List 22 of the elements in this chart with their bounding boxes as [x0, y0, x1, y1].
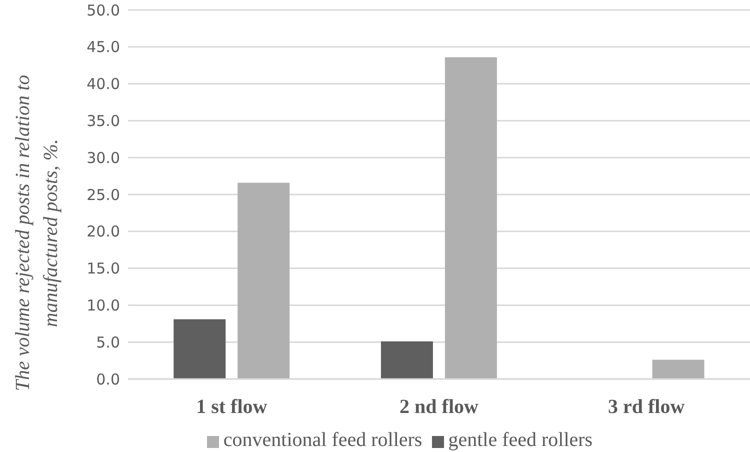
legend-label: conventional feed rollers [223, 429, 422, 451]
y-tick-label: 20.0 [86, 222, 120, 241]
y-tick-label: 0.0 [96, 370, 120, 388]
bar [652, 360, 704, 379]
y-axis-title: The volume rejected posts in relation to manufactured posts, %. [11, 74, 63, 394]
bar [444, 57, 497, 379]
y-tick-label: 35.0 [86, 112, 120, 130]
y-tick-label: 5.0 [96, 333, 120, 352]
y-tick-label: 40.0 [86, 75, 120, 94]
x-tick-label: 1 st flow [196, 396, 268, 418]
y-tick-label: 50.0 [86, 1, 120, 20]
x-tick-label: 3 rd flow [608, 396, 686, 418]
x-tick-label: 2 nd flow [400, 396, 480, 418]
bar [174, 319, 226, 379]
y-tick-label: 15.0 [86, 260, 120, 278]
bar [380, 341, 433, 379]
y-tick-label: 10.0 [86, 296, 120, 315]
bar [238, 182, 290, 379]
y-tick-label: 25.0 [86, 186, 120, 204]
legend-label: gentle feed rollers [448, 429, 593, 451]
y-tick-label: 45.0 [86, 38, 120, 56]
y-tick-label: 30.0 [86, 148, 120, 167]
